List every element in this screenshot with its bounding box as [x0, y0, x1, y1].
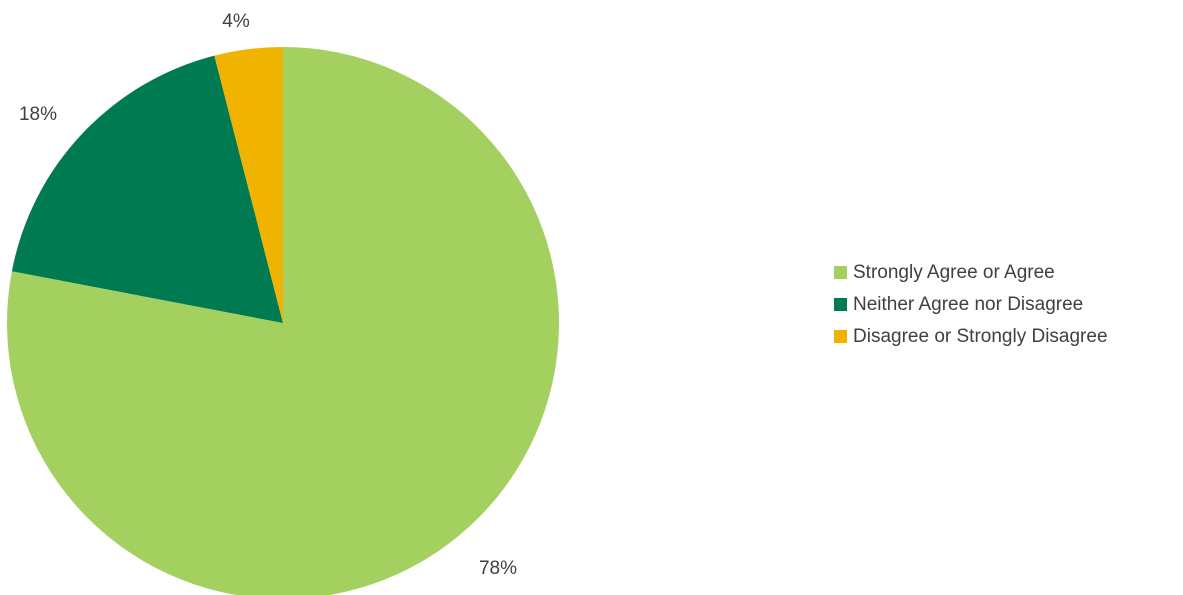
legend-label: Neither Agree nor Disagree [853, 293, 1084, 315]
legend-swatch [834, 298, 847, 311]
legend-swatch [834, 330, 847, 343]
pie-slice-strongly-agree-or-agree [7, 47, 559, 595]
data-label-0: 78% [479, 558, 517, 579]
pie-slices [7, 47, 559, 595]
legend-item-disagree: Disagree or Strongly Disagree [834, 322, 1108, 351]
data-label-2: 4% [222, 11, 250, 32]
legend-item-strongly-agree: Strongly Agree or Agree [834, 258, 1108, 287]
legend-item-neither: Neither Agree nor Disagree [834, 290, 1108, 319]
pie-slice-disagree-or-strongly-disagree [214, 47, 283, 323]
legend: Strongly Agree or Agree Neither Agree no… [834, 258, 1108, 354]
data-label-1: 18% [19, 104, 57, 125]
pie-slice-neither-agree-nor-disagree [11, 55, 283, 323]
legend-label: Disagree or Strongly Disagree [853, 325, 1108, 347]
legend-swatch [834, 266, 847, 279]
legend-label: Strongly Agree or Agree [853, 261, 1055, 283]
data-labels: 78% 18% 4% [19, 11, 517, 579]
